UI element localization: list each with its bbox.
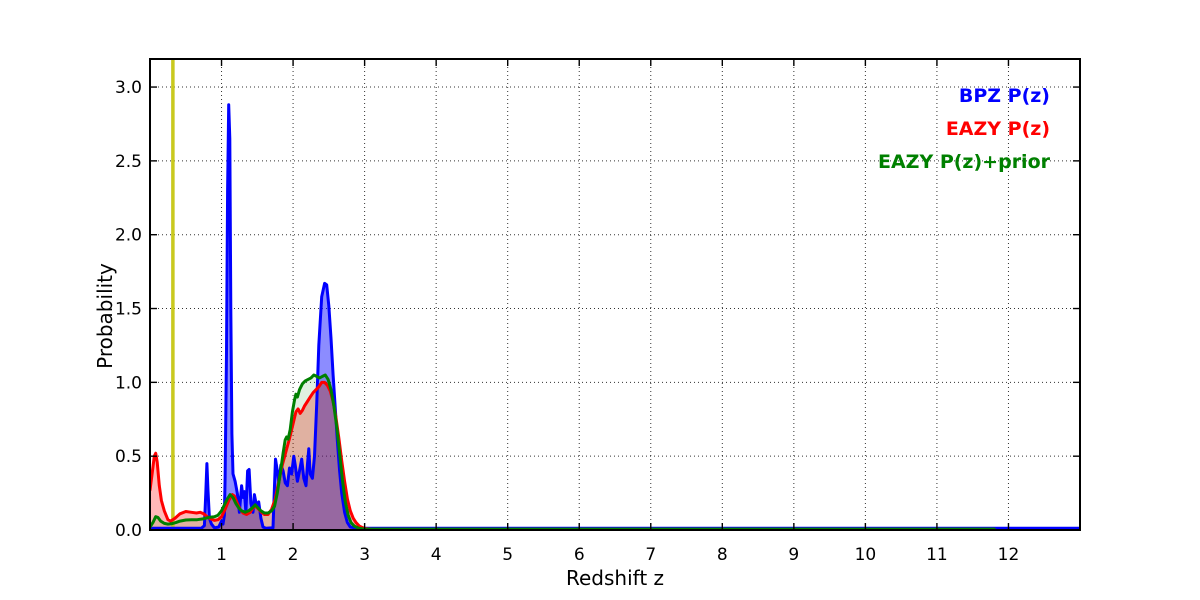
legend-item-eazy-prior: EAZY P(z)+prior [877, 151, 1050, 173]
x-tick-label: 6 [574, 545, 585, 565]
y-axis-label: Probability [93, 263, 117, 369]
x-tick-label: 9 [788, 545, 799, 565]
legend-item-eazy: EAZY P(z) [945, 118, 1050, 140]
x-tick-label: 10 [855, 545, 877, 565]
x-tick-label: 1 [216, 545, 227, 565]
y-tick-label: 0.5 [115, 447, 142, 467]
x-axis-label: Redshift z [565, 566, 665, 590]
y-tick-label: 3.0 [115, 78, 142, 98]
x-tick-label: 4 [431, 545, 442, 565]
y-tick-label: 1.5 [115, 300, 142, 320]
x-tick-label: 5 [502, 545, 513, 565]
x-tick-label: 12 [998, 545, 1020, 565]
y-tick-label: 0.0 [115, 521, 142, 541]
x-tick-label: 11 [926, 545, 948, 565]
x-tick-label: 8 [717, 545, 728, 565]
x-tick-label: 2 [288, 545, 299, 565]
legend-item-bpz: BPZ P(z) [958, 85, 1050, 107]
y-tick-label: 2.0 [115, 226, 142, 246]
legend: BPZ P(z) EAZY P(z) EAZY P(z)+prior [878, 80, 1050, 179]
y-tick-label: 2.5 [115, 152, 142, 172]
x-tick-label: 7 [645, 545, 656, 565]
x-tick-label: 3 [359, 545, 370, 565]
y-tick-label: 1.0 [115, 373, 142, 393]
